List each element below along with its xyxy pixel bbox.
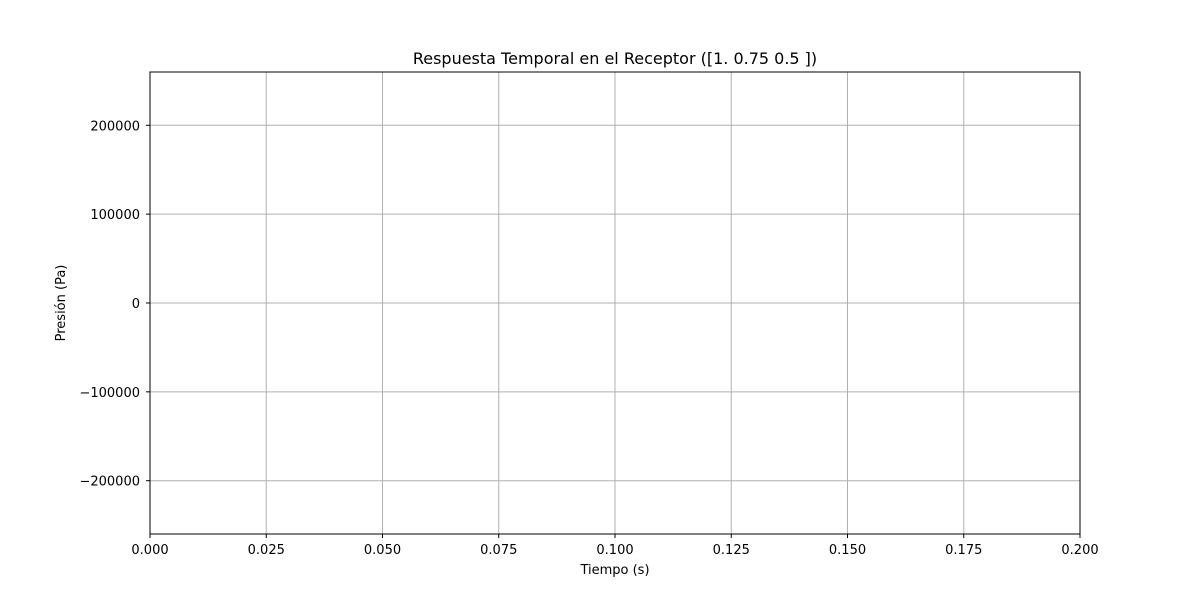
- x-tick-label: 0.050: [364, 543, 401, 558]
- y-tick-label: 0: [132, 297, 140, 312]
- x-tick-label: 0.125: [713, 543, 750, 558]
- y-axis-label: Presión (Pa): [54, 265, 69, 342]
- x-axis-label: Tiempo (s): [579, 563, 649, 578]
- y-tick-label: −200000: [79, 475, 140, 490]
- y-tick-label: 100000: [90, 208, 140, 223]
- chart-title: Respuesta Temporal en el Receptor ([1. 0…: [413, 49, 817, 68]
- tick-layer: 0.000 0.025 0.050 0.075 0.100 0.125 0.150 0.175…: [79, 119, 1098, 558]
- x-tick-label: 0.075: [480, 543, 517, 558]
- grid-layer: [149, 72, 1081, 534]
- y-tick-label: 200000: [90, 119, 140, 134]
- x-tick-label: 0.000: [131, 543, 168, 558]
- x-tick-label: 0.025: [248, 543, 285, 558]
- y-tick-label: −100000: [79, 386, 140, 401]
- x-tick-label: 0.200: [1061, 543, 1098, 558]
- x-tick-label: 0.150: [829, 543, 866, 558]
- x-tick-label: 0.100: [596, 543, 633, 558]
- x-tick-label: 0.175: [945, 543, 982, 558]
